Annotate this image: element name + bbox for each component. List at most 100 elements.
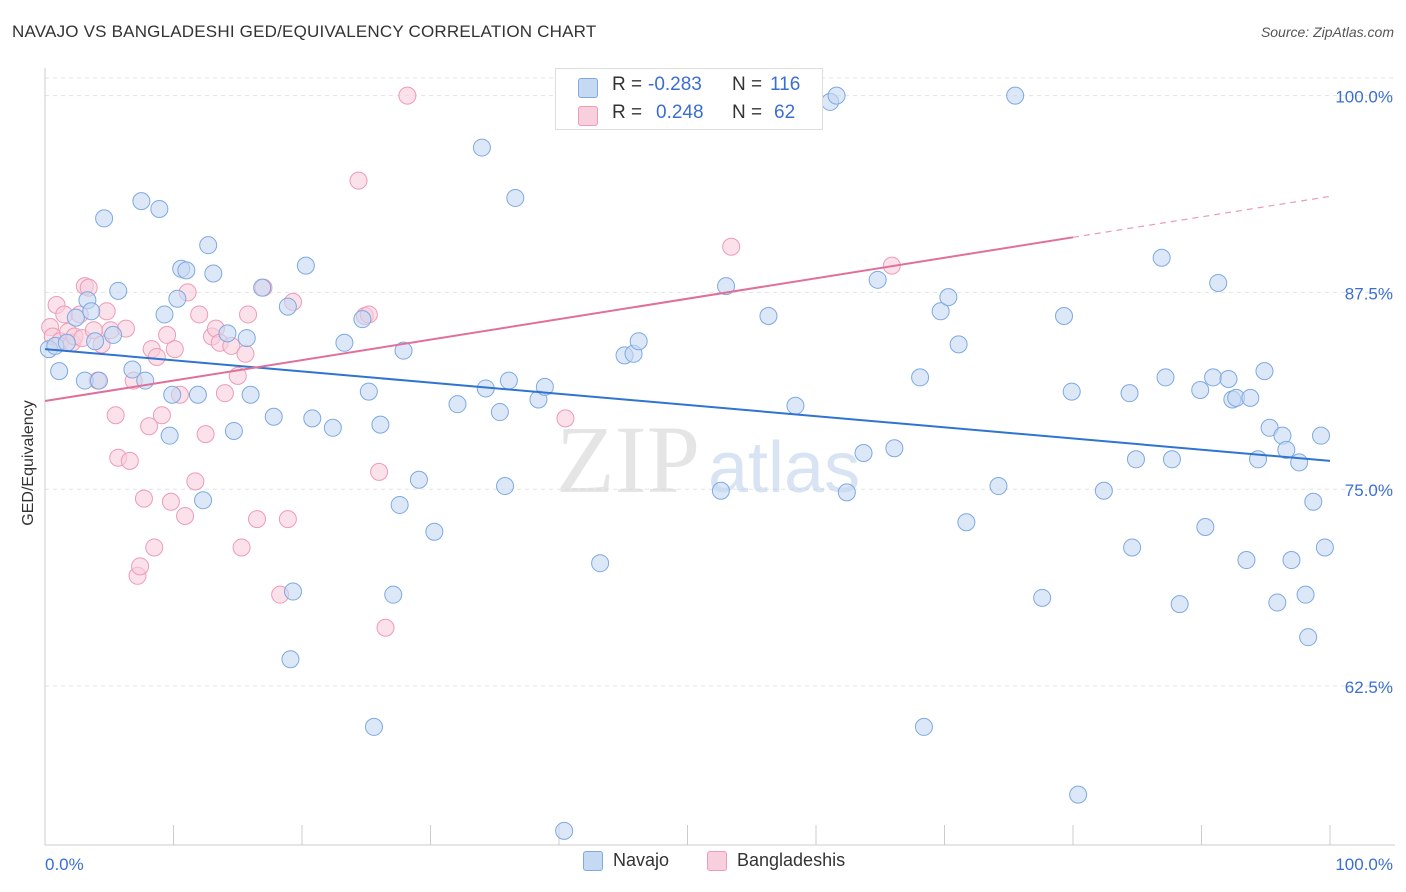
navajo-point (177, 261, 196, 280)
navajo-point (1123, 538, 1142, 557)
navajo-point (163, 385, 182, 404)
legend-item-navajo[interactable]: Navajo (583, 850, 669, 871)
r-value: -0.283 (648, 74, 702, 95)
navajo-point (95, 209, 114, 228)
bangladeshi-point (349, 171, 368, 190)
navajo-point (535, 377, 554, 396)
navajo-point (199, 236, 218, 255)
navajo-point (188, 385, 207, 404)
bangladeshi-point (398, 86, 417, 105)
bangladeshi-point (556, 409, 575, 428)
navajo-point (506, 188, 525, 207)
navajo-point (1094, 481, 1113, 500)
navajo-point (868, 270, 887, 289)
bangladeshi-trend-line (44, 236, 1074, 403)
bangladeshi-point (106, 406, 125, 425)
navajo-point (194, 491, 213, 510)
axes (44, 68, 1395, 846)
bangladeshi-point (236, 344, 255, 363)
navajo-point (1069, 785, 1088, 804)
navajo-point (1152, 248, 1171, 267)
navajo-point (278, 297, 297, 316)
bangladeshi-point (131, 557, 150, 576)
navajo-point (1312, 426, 1331, 445)
navajo-point (89, 371, 108, 390)
source-label: Source: ZipAtlas.com (1260, 24, 1394, 40)
navajo-point (1296, 585, 1315, 604)
bangladeshi-point (376, 618, 395, 637)
r-value: 0.248 (656, 102, 704, 123)
navajo-point (335, 333, 354, 352)
bangladeshi-point (232, 538, 251, 557)
navajo-point (786, 396, 805, 415)
navajo-point (1277, 440, 1296, 459)
navajo-point (1126, 450, 1145, 469)
navajo-point (1299, 628, 1318, 647)
navajo-point (353, 310, 372, 329)
navajo-point (490, 403, 509, 422)
bangladeshi-point (158, 325, 177, 344)
navajo-point (66, 308, 85, 327)
watermark-atlas: atlas (708, 428, 860, 508)
navajo-point (555, 821, 574, 840)
navajo-point (425, 522, 444, 541)
navajo-point (50, 362, 69, 381)
navajo-point (253, 278, 272, 297)
navajo-point (759, 307, 778, 326)
navajo-point (885, 439, 904, 458)
navajo-point (323, 418, 342, 437)
y-tick-label: 75.0% (1345, 481, 1393, 500)
y-tick-label: 87.5% (1345, 284, 1393, 303)
navajo-point (86, 332, 105, 351)
navajo-point (591, 554, 610, 573)
navajo-point (296, 256, 315, 275)
navajo-point (1290, 453, 1309, 472)
y-tick-label: 100.0% (1335, 88, 1393, 107)
stats-row-navajo: R = -0.283 N = 116 (556, 72, 824, 100)
navajo-point (384, 585, 403, 604)
navajo-point (218, 324, 237, 343)
navajo-point (123, 360, 142, 379)
legend-item-bangladeshis[interactable]: Bangladeshis (707, 850, 845, 871)
navajo-point (448, 395, 467, 414)
legend-label-navajo: Navajo (613, 850, 670, 870)
n-value: 116 (770, 74, 801, 95)
navajo-point (82, 302, 101, 321)
navajo-point (1191, 381, 1210, 400)
bangladeshi-legend-swatch (707, 850, 727, 871)
y-tick-label: 62.5% (1345, 678, 1393, 697)
navajo-point (204, 264, 223, 283)
stats-row-bangladeshi: R = 0.248 N = 62 (556, 100, 824, 128)
navajo-point (390, 495, 409, 514)
navajo-point (1282, 551, 1301, 570)
navajo-point (1120, 384, 1139, 403)
r-label: R = (612, 74, 643, 95)
navajo-point (1196, 517, 1215, 536)
navajo-point (1162, 450, 1181, 469)
navajo-point (303, 409, 322, 428)
navajo-point (1204, 368, 1223, 387)
navajo-point (911, 368, 930, 387)
r-label: R = (612, 102, 643, 123)
n-value: 62 (774, 102, 796, 123)
n-label: N = (732, 102, 763, 123)
navajo-point (1219, 369, 1238, 388)
navajo-point (104, 325, 123, 344)
watermark-zip: ZIP (556, 406, 700, 513)
navajo-point (1055, 307, 1074, 326)
bangladeshi-point (176, 506, 195, 525)
n-label: N = (732, 74, 763, 95)
navajo-point (1304, 492, 1323, 511)
navajo-point (711, 481, 730, 500)
navajo-point (371, 415, 390, 434)
navajo-point (629, 332, 648, 351)
bangladeshi-point (186, 472, 205, 491)
bangladeshi-point (97, 302, 116, 321)
navajo-point (1156, 368, 1175, 387)
bangladeshi-point (152, 406, 171, 425)
chart-title: NAVAJO VS BANGLADESHI GED/EQUIVALENCY CO… (12, 22, 597, 41)
navajo-point (241, 385, 260, 404)
bangladeshi-point (190, 305, 209, 324)
navajo-point (496, 477, 515, 496)
